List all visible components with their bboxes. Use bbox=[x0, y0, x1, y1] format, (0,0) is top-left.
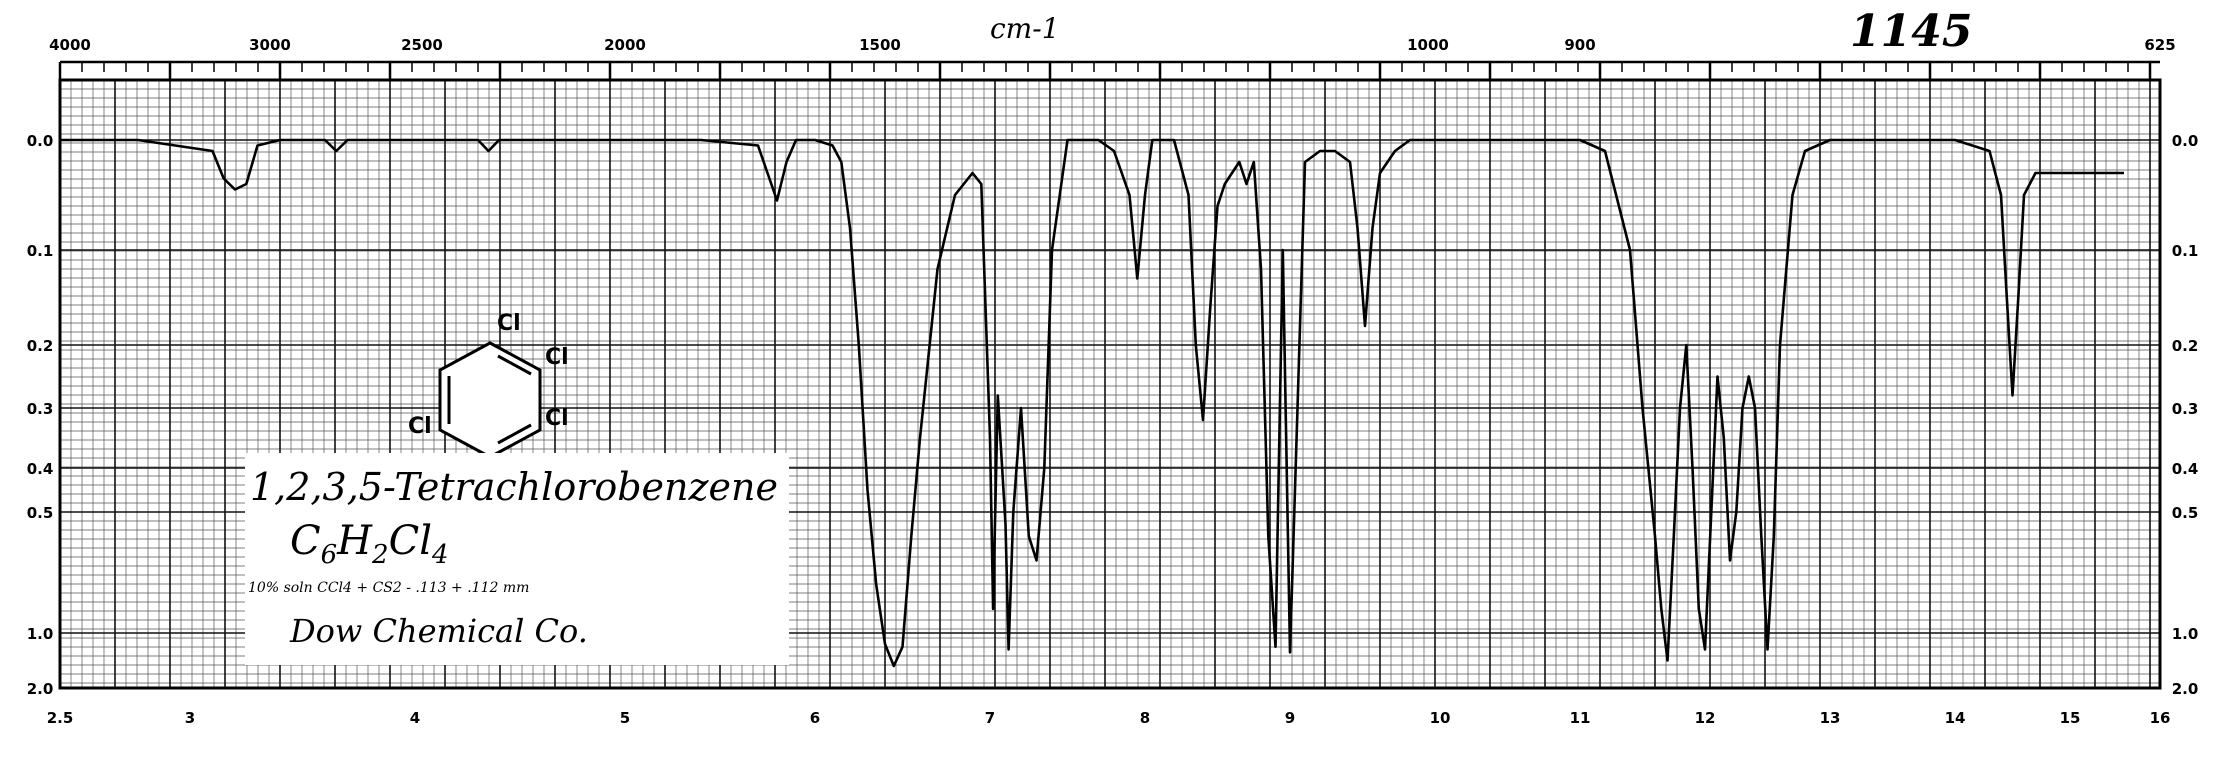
bottom-tick-label: 13 bbox=[1820, 709, 1841, 727]
top-tick-label: 625 bbox=[2144, 36, 2175, 54]
bottom-tick-labels: 2.5 3 4 5 6 7 8 9 10 11 12 13 14 15 16 bbox=[47, 709, 2171, 727]
bottom-tick-label: 8 bbox=[1140, 709, 1150, 727]
molecule-structure: Cl Cl Cl Cl bbox=[408, 311, 569, 459]
right-tick-label: 0.5 bbox=[2172, 504, 2199, 522]
left-tick-label: 0.0 bbox=[27, 132, 54, 150]
left-tick-label: 0.4 bbox=[27, 460, 54, 478]
spectrum-trace bbox=[60, 138, 2124, 668]
handwritten-number: 1145 bbox=[1850, 6, 1972, 57]
bottom-tick-label: 11 bbox=[1570, 709, 1591, 727]
data-source: Dow Chemical Co. bbox=[290, 612, 588, 650]
bottom-tick-label: 5 bbox=[620, 709, 630, 727]
left-tick-label: 2.0 bbox=[27, 680, 54, 698]
left-tick-label: 0.2 bbox=[27, 337, 54, 355]
left-tick-label: 0.1 bbox=[27, 242, 54, 260]
top-wavenumber-ruler bbox=[58, 60, 2160, 80]
compound-name: 1,2,3,5-Tetrachlorobenzene bbox=[250, 465, 778, 509]
top-tick-labels: 4000 3000 2500 2000 1500 1000 900 625 bbox=[49, 36, 2176, 54]
left-tick-labels: 0.0 0.1 0.2 0.3 0.4 0.5 1.0 2.0 bbox=[27, 132, 54, 698]
bottom-tick-label: 12 bbox=[1695, 709, 1716, 727]
right-tick-label: 0.0 bbox=[2172, 132, 2199, 150]
left-tick-label: 0.5 bbox=[27, 504, 54, 522]
right-tick-label: 0.2 bbox=[2172, 337, 2199, 355]
right-tick-label: 0.3 bbox=[2172, 400, 2199, 418]
bottom-tick-label: 15 bbox=[2060, 709, 2081, 727]
chlorine-label-left: Cl bbox=[408, 414, 432, 439]
left-tick-label: 1.0 bbox=[27, 625, 54, 643]
left-tick-label: 0.3 bbox=[27, 400, 54, 418]
bottom-tick-label: 6 bbox=[810, 709, 820, 727]
sample-conditions: 10% soln CCl4 + CS2 - .113 + .112 mm bbox=[248, 580, 530, 596]
x-top-axis-label: cm-1 bbox=[990, 12, 1060, 45]
bottom-tick-label: 9 bbox=[1285, 709, 1295, 727]
top-tick-label: 1500 bbox=[859, 36, 901, 54]
bottom-tick-label: 10 bbox=[1430, 709, 1451, 727]
top-tick-label: 2500 bbox=[401, 36, 443, 54]
right-tick-labels: 0.0 0.1 0.2 0.3 0.4 0.5 1.0 2.0 bbox=[2172, 132, 2199, 698]
ring-double-bond bbox=[497, 354, 532, 376]
bottom-tick-label: 7 bbox=[985, 709, 995, 727]
bottom-tick-label: 4 bbox=[410, 709, 420, 727]
top-tick-label: 4000 bbox=[49, 36, 91, 54]
chlorine-label-right-upper: Cl bbox=[545, 345, 569, 370]
bottom-tick-label: 2.5 bbox=[47, 709, 74, 727]
chlorine-label-right-lower: Cl bbox=[545, 406, 569, 431]
right-tick-label: 2.0 bbox=[2172, 680, 2199, 698]
right-tick-label: 0.1 bbox=[2172, 242, 2199, 260]
ring-double-bond bbox=[497, 423, 532, 445]
top-tick-label: 3000 bbox=[249, 36, 291, 54]
top-tick-label: 2000 bbox=[604, 36, 646, 54]
bottom-tick-label: 3 bbox=[185, 709, 195, 727]
bottom-tick-label: 16 bbox=[2150, 709, 2171, 727]
top-tick-label: 1000 bbox=[1407, 36, 1449, 54]
right-tick-label: 0.4 bbox=[2172, 460, 2199, 478]
top-tick-label: 900 bbox=[1564, 36, 1595, 54]
bottom-tick-label: 14 bbox=[1945, 709, 1966, 727]
chlorine-label-top: Cl bbox=[497, 311, 521, 336]
sample-note-box bbox=[245, 453, 789, 665]
plot-frame bbox=[58, 78, 2162, 690]
right-tick-label: 1.0 bbox=[2172, 625, 2199, 643]
molecular-formula: C6H2Cl4 bbox=[290, 518, 449, 570]
